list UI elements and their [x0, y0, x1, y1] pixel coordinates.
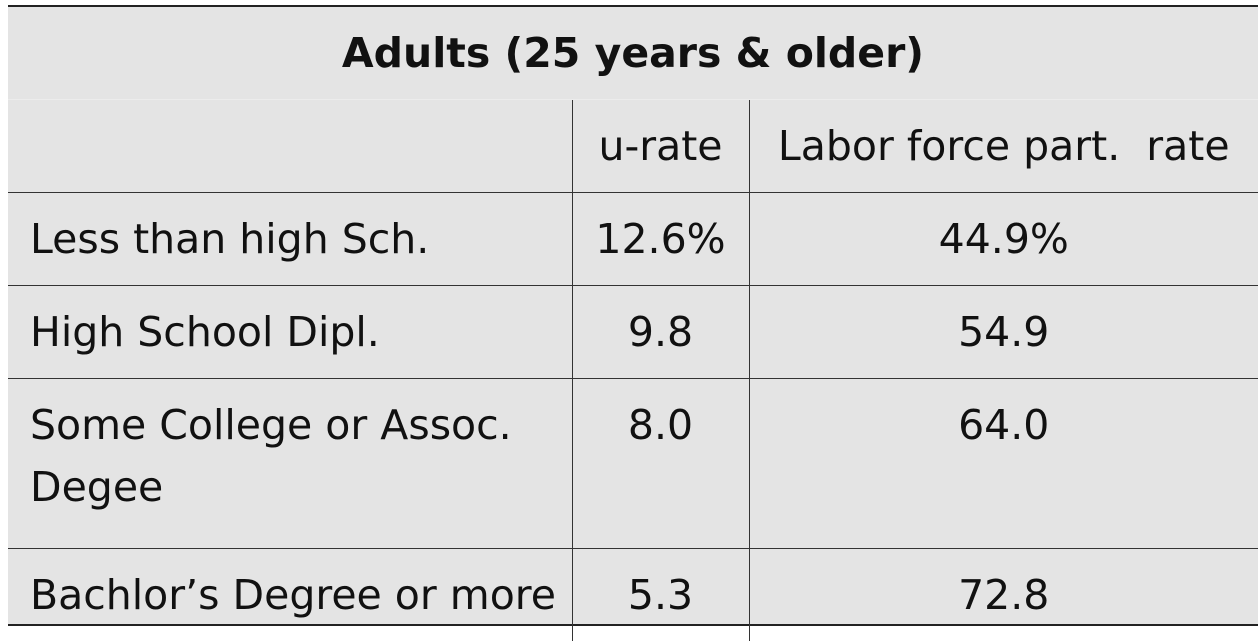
header-row: u-rate Labor force part. rate: [8, 100, 1258, 193]
row-label: Less than high Sch.: [8, 193, 572, 286]
lfpr-value: 44.9%: [749, 193, 1258, 286]
table-row: Some College or Assoc. Degee 8.0 64.0: [8, 379, 1258, 549]
u-rate-value: 8.0: [572, 379, 749, 549]
header-empty-cell: [8, 100, 572, 193]
table-row: Bachlor’s Degree or more 5.3 72.8: [8, 549, 1258, 641]
table-row: High School Dipl. 9.8 54.9: [8, 286, 1258, 379]
lfpr-value: 72.8: [749, 549, 1258, 641]
table-title: Adults (25 years & older): [8, 7, 1258, 100]
u-rate-value: 12.6%: [572, 193, 749, 286]
lfpr-value: 64.0: [749, 379, 1258, 549]
data-table: Adults (25 years & older) u-rate Labor f…: [8, 7, 1258, 641]
header-labor-force-rate: Labor force part. rate: [749, 100, 1258, 193]
row-label: Some College or Assoc. Degee: [8, 379, 572, 549]
row-label: High School Dipl.: [8, 286, 572, 379]
u-rate-value: 5.3: [572, 549, 749, 641]
title-row: Adults (25 years & older): [8, 7, 1258, 100]
education-table: Adults (25 years & older) u-rate Labor f…: [8, 5, 1258, 626]
lfpr-value: 54.9: [749, 286, 1258, 379]
row-label: Bachlor’s Degree or more: [8, 549, 572, 641]
header-u-rate: u-rate: [572, 100, 749, 193]
u-rate-value: 9.8: [572, 286, 749, 379]
table-row: Less than high Sch. 12.6% 44.9%: [8, 193, 1258, 286]
